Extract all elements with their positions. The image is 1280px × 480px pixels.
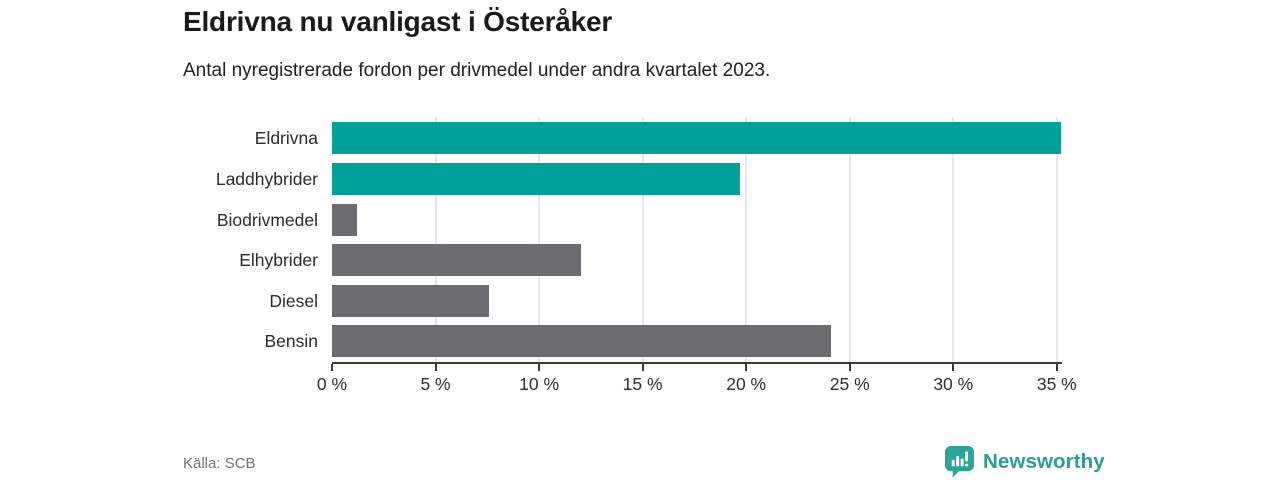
x-tick-label: 0 % xyxy=(316,374,348,394)
x-tick-label: 30 % xyxy=(933,374,974,394)
category-label-elhybrider: Elhybrider xyxy=(239,250,318,271)
bar-diesel xyxy=(332,284,490,317)
category-label-diesel: Diesel xyxy=(269,290,318,311)
x-gridline xyxy=(848,117,851,364)
category-label-laddhybrider: Laddhybrider xyxy=(215,168,318,189)
x-tick-label: 35 % xyxy=(1036,374,1077,394)
bar-biodrivmedel xyxy=(332,203,357,236)
x-gridline xyxy=(1055,117,1058,364)
x-tick-label: 15 % xyxy=(622,374,663,394)
category-label-bensin: Bensin xyxy=(264,331,318,352)
brand-name: Newsworthy xyxy=(983,449,1105,473)
x-axis-tick xyxy=(848,364,851,371)
bar-eldrivna xyxy=(332,122,1061,155)
newsworthy-chart-bubble-icon xyxy=(944,445,975,478)
x-gridline xyxy=(538,117,541,364)
chart-title: Eldrivna nu vanligast i Österåker xyxy=(183,6,613,37)
x-axis-tick xyxy=(538,364,541,371)
x-tick-label: 20 % xyxy=(726,374,767,394)
x-tick-label: 10 % xyxy=(519,374,560,394)
category-label-biodrivmedel: Biodrivmedel xyxy=(216,209,318,230)
x-gridline xyxy=(641,117,644,364)
x-axis-tick xyxy=(641,364,644,371)
x-gridline xyxy=(952,117,955,364)
x-axis-tick xyxy=(952,364,955,371)
category-label-eldrivna: Eldrivna xyxy=(254,128,318,149)
x-axis-tick xyxy=(1055,364,1058,371)
x-tick-label: 5 % xyxy=(420,374,451,394)
x-axis-tick xyxy=(434,364,437,371)
bar-laddhybrider xyxy=(332,162,740,195)
brand-logo: Newsworthy xyxy=(944,445,1105,478)
x-axis-tick xyxy=(331,364,333,371)
x-tick-label: 25 % xyxy=(829,374,870,394)
source-note: Källa: SCB xyxy=(183,455,256,472)
x-axis-tick xyxy=(745,364,748,371)
x-gridline xyxy=(434,117,437,364)
chart-subtitle: Antal nyregistrerade fordon per drivmede… xyxy=(183,60,771,81)
x-axis-line xyxy=(332,362,1062,364)
bar-elhybrider xyxy=(332,244,581,277)
bar-bensin xyxy=(332,325,832,358)
x-gridline xyxy=(745,117,748,364)
